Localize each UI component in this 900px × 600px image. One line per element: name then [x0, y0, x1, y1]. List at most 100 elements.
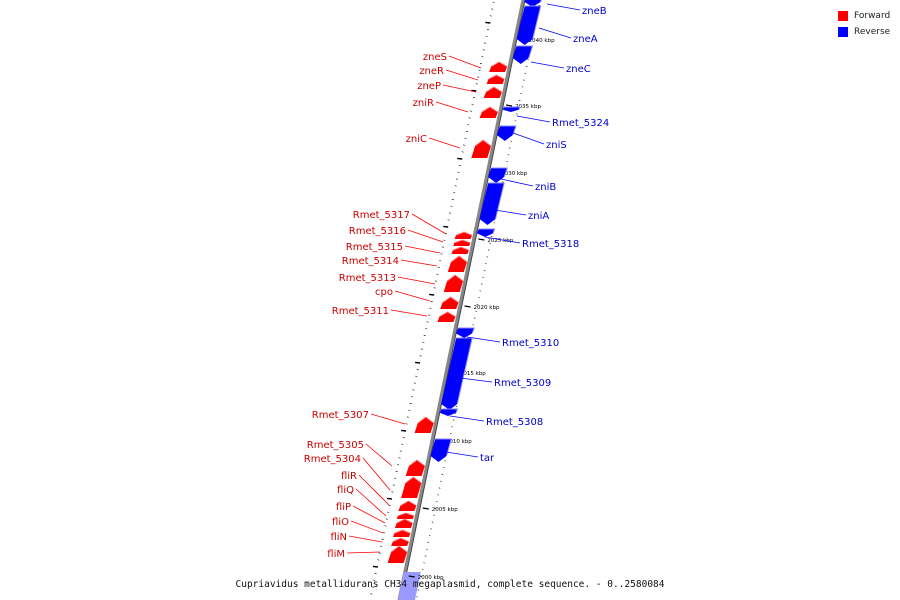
minor-tick	[380, 545, 383, 547]
gene-zneA-edge	[524, 5, 542, 40]
minor-tick	[455, 178, 459, 180]
gene-label-zniB: zniB	[535, 182, 556, 193]
gene-Rmet_5314-edge	[450, 255, 468, 263]
gene-label-fliM: fliM	[327, 549, 345, 560]
gene-Rmet_5309-leader	[459, 377, 493, 383]
minor-tick	[430, 528, 432, 530]
gene-label-Rmet_5313: Rmet_5313	[339, 273, 396, 284]
minor-tick	[441, 473, 444, 475]
gene-zniR-feature	[479, 107, 498, 118]
minor-tick	[429, 307, 432, 309]
gene-label-Rmet_5309: Rmet_5309	[494, 378, 551, 389]
gene-label-Rmet_5311: Rmet_5311	[332, 306, 389, 317]
minor-tick	[421, 569, 424, 571]
gene-fliQ-edge	[397, 512, 415, 517]
gene-Rmet_5324-leader	[516, 115, 551, 123]
minor-tick	[387, 511, 390, 513]
gene-label-fliO: fliO	[332, 517, 349, 528]
gene-label-Rmet_5314: Rmet_5314	[342, 256, 399, 267]
genome-axis	[397, 0, 526, 600]
scale-label: 2020 kbp	[474, 305, 500, 311]
minor-tick	[410, 396, 414, 398]
gene-label-zniC: zniC	[406, 134, 427, 145]
minor-tick	[440, 253, 443, 255]
minor-tick	[429, 293, 435, 296]
minor-tick	[440, 480, 442, 482]
gene-fliR-edge	[400, 500, 417, 506]
gene-Rmet_5310-feature	[456, 328, 475, 338]
minor-tick	[489, 15, 492, 17]
gene-fliQ-feature	[396, 513, 414, 519]
minor-tick	[479, 62, 482, 65]
minor-tick	[398, 457, 401, 459]
minor-tick	[444, 460, 447, 462]
gene-label-zniA: zniA	[528, 211, 549, 222]
minor-tick	[489, 242, 491, 244]
minor-tick	[412, 389, 415, 391]
gene-Rmet_5310-edge	[458, 327, 475, 334]
minor-tick	[384, 525, 387, 527]
gene-zniS-leader	[512, 132, 545, 145]
gene-label-zneB: zneB	[582, 6, 607, 17]
minor-tick	[442, 467, 445, 469]
gene-Rmet_5309-feature	[441, 338, 473, 410]
gene-Rmet_5311-edge	[439, 311, 456, 317]
minor-tick	[373, 579, 376, 581]
gene-fliM-edge	[390, 545, 408, 553]
gene-zniC-feature	[471, 140, 492, 158]
minor-tick	[419, 582, 421, 584]
gene-zneR-feature	[486, 75, 505, 84]
minor-tick	[478, 297, 480, 299]
minor-tick	[452, 419, 455, 421]
gene-Rmet_5316-leader	[407, 229, 444, 243]
minor-tick	[405, 423, 408, 425]
minor-tick	[392, 484, 395, 486]
minor-tick	[480, 283, 483, 285]
gene-zneB-feature	[524, 0, 542, 7]
gene-Rmet_5324-edge	[503, 106, 521, 110]
gene-zniB-feature	[488, 168, 508, 183]
minor-tick	[525, 65, 528, 67]
gene-cpo-leader	[394, 290, 431, 302]
gene-zniC-leader	[428, 137, 461, 149]
minor-tick	[475, 310, 477, 312]
scale-label: 2005 kbp	[432, 507, 458, 513]
gene-zniA-edge	[488, 182, 505, 220]
minor-tick	[430, 300, 433, 303]
gene-zneS-edge	[490, 61, 508, 67]
scale-label: 2000 kbp	[418, 575, 444, 581]
gene-Rmet_5304-leader	[362, 457, 391, 491]
scale-label: 2010 kbp	[446, 439, 472, 445]
gene-Rmet_5304-edge	[405, 476, 422, 484]
minor-tick	[399, 450, 402, 452]
minor-tick	[457, 171, 460, 173]
minor-tick	[477, 76, 480, 78]
minor-tick	[524, 72, 527, 74]
gene-label-Rmet_5305: Rmet_5305	[307, 440, 364, 451]
minor-tick	[443, 225, 449, 228]
minor-tick	[457, 157, 463, 160]
minor-tick	[386, 497, 393, 500]
minor-tick	[473, 317, 476, 319]
gene-Rmet_5317-edge	[455, 231, 473, 236]
minor-tick	[425, 328, 428, 330]
gene-label-zneP: zneP	[417, 81, 441, 92]
minor-tick	[476, 303, 479, 305]
gene-fliR-leader	[358, 474, 390, 506]
gene-label-fliR: fliR	[341, 471, 357, 482]
minor-tick	[372, 565, 379, 568]
minor-tick	[443, 239, 446, 241]
gene-zniS-edge	[499, 125, 517, 136]
gene-Rmet_5307-leader	[370, 413, 406, 425]
gene-Rmet_5317-feature	[454, 232, 473, 239]
gene-zniC-edge	[474, 139, 492, 147]
gene-label-Rmet_5307: Rmet_5307	[312, 410, 369, 421]
minor-tick	[439, 260, 442, 262]
gene-Rmet_5314-feature	[447, 256, 468, 272]
minor-tick	[434, 507, 437, 509]
gene-fliN-leader	[348, 535, 383, 543]
minor-tick	[420, 575, 423, 577]
minor-tick	[471, 103, 474, 105]
minor-tick	[434, 280, 438, 282]
minor-tick	[487, 249, 490, 251]
